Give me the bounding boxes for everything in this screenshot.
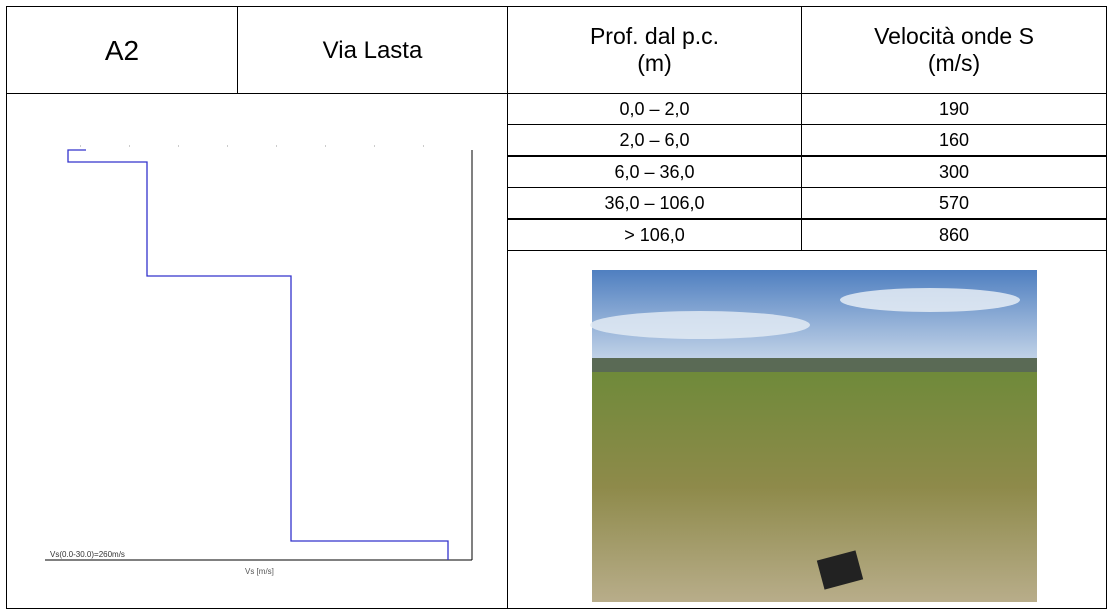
site-photo [590, 270, 1037, 602]
table-cell: 570 [801, 187, 1107, 219]
vs-profile [67, 149, 449, 560]
photo-horizon [592, 358, 1037, 374]
site-code: A2 [104, 34, 140, 66]
vs30-label: Vs(0.0-30.0)=260m/s [50, 550, 125, 559]
cloud [840, 288, 1020, 312]
photo-cell [507, 250, 1107, 609]
heading-line: Prof. dal p.c. [589, 23, 720, 49]
photo-grass [592, 372, 1037, 602]
heading-line: (m/s) [927, 50, 981, 76]
profile-chart: Vs(0.0-30.0)=260m/s Vs [m/s] [45, 145, 473, 576]
x-axis-label: Vs [m/s] [245, 567, 274, 576]
velocity-heading: Velocità onde S (m/s) [801, 6, 1107, 94]
cloud [590, 311, 810, 339]
depth-heading: Prof. dal p.c. (m) [507, 6, 802, 94]
site-place: Via Lasta [322, 36, 423, 64]
photo-device [816, 550, 864, 590]
heading-line: Velocità onde S [874, 23, 1034, 49]
table-cell: 160 [801, 124, 1107, 156]
heading-line: (m) [637, 50, 672, 76]
